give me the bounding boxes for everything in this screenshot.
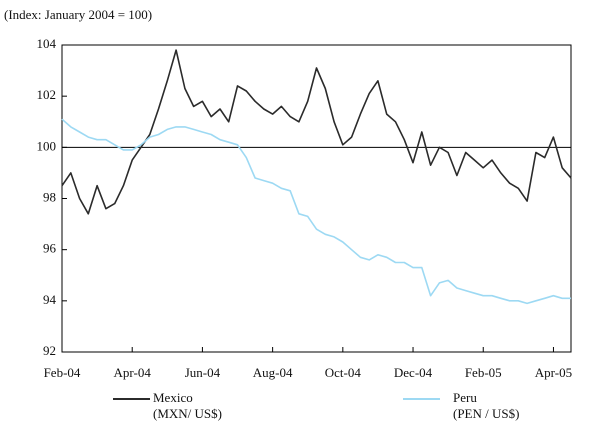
series-line xyxy=(61,49,572,215)
x-tick-label: Feb-05 xyxy=(465,365,502,380)
legend-note: (MXN/ US$) xyxy=(153,406,222,421)
y-tick-label: 104 xyxy=(37,36,57,51)
legend-label: Peru xyxy=(453,390,477,405)
y-tick-label: 96 xyxy=(43,241,57,256)
x-tick-label: Dec-04 xyxy=(394,365,433,380)
x-tick-label: Apr-05 xyxy=(535,365,572,380)
x-tick-label: Oct-04 xyxy=(325,365,362,380)
y-tick-label: 94 xyxy=(43,292,57,307)
chart-subtitle: (Index: January 2004 = 100) xyxy=(4,7,152,22)
x-tick-label: Apr-04 xyxy=(114,365,152,380)
plot-frame xyxy=(61,44,572,353)
series-line xyxy=(61,118,571,305)
y-tick-label: 100 xyxy=(37,138,57,153)
legend-note: (PEN / US$) xyxy=(453,406,519,421)
x-tick-label: Feb-04 xyxy=(44,365,81,380)
y-tick-label: 102 xyxy=(37,87,57,102)
x-tick-label: Aug-04 xyxy=(253,365,293,380)
legend-label: Mexico xyxy=(153,390,193,405)
y-tick-label: 92 xyxy=(43,343,56,358)
y-tick-label: 98 xyxy=(43,189,56,204)
x-tick-label: Jun-04 xyxy=(185,365,221,380)
